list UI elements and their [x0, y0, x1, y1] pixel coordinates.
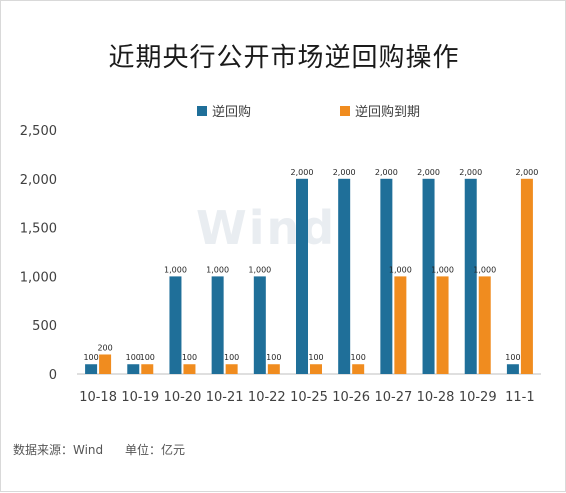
legend-item-maturity: 逆回购到期 — [340, 101, 420, 120]
data-label-repo: 1,000 — [164, 265, 187, 274]
y-tick-label: 500 — [32, 319, 57, 334]
legend-label-repo: 逆回购 — [212, 105, 252, 120]
data-label-maturity: 100 — [308, 353, 323, 362]
data-label-maturity: 1,000 — [431, 265, 454, 274]
chart-title: 近期央行公开市场逆回购操作 — [108, 43, 460, 73]
bar-maturity — [183, 364, 196, 374]
data-label-repo: 100 — [83, 353, 98, 362]
x-tick-label: 10-29 — [459, 390, 497, 405]
data-label-repo: 100 — [505, 353, 520, 362]
bar-repo — [169, 276, 182, 374]
data-label-maturity: 100 — [266, 353, 281, 362]
wind-watermark: Wind — [196, 201, 337, 255]
y-tick-label: 1,000 — [20, 270, 57, 285]
y-tick-label: 2,500 — [20, 124, 57, 139]
bar-repo — [338, 178, 351, 374]
x-tick-label: 10-25 — [290, 390, 328, 405]
data-label-repo: 2,000 — [375, 168, 398, 177]
data-label-maturity: 100 — [140, 353, 155, 362]
data-label-repo: 2,000 — [333, 168, 356, 177]
source-note: 数据来源：Wind 单位：亿元 — [13, 441, 203, 458]
bar-maturity — [225, 364, 238, 374]
legend-swatch-maturity — [340, 105, 350, 116]
bar-repo — [296, 178, 308, 374]
bar-repo — [422, 178, 435, 374]
bar-repo — [211, 276, 224, 374]
data-label-maturity: 100 — [224, 353, 239, 362]
x-tick-label: 10-21 — [206, 390, 244, 405]
bar-maturity — [352, 364, 365, 374]
x-tick-label: 10-18 — [79, 390, 117, 405]
data-label-maturity: 100 — [351, 353, 366, 362]
legend-swatch-repo — [197, 105, 207, 116]
bar-repo — [506, 364, 519, 374]
x-tick-label: 11-1 — [505, 390, 535, 405]
data-label-repo: 2,000 — [459, 168, 482, 177]
bar-repo — [380, 178, 393, 374]
bar-repo — [127, 364, 140, 374]
data-label-maturity: 2,000 — [515, 168, 538, 177]
bar-maturity — [310, 364, 322, 374]
data-label-repo: 2,000 — [417, 168, 440, 177]
bar-maturity — [520, 178, 533, 374]
y-tick-label: 2,000 — [20, 173, 57, 188]
bar-repo — [253, 276, 266, 374]
data-label-maturity: 1,000 — [389, 265, 412, 274]
bar-repo — [85, 364, 98, 374]
bar-maturity — [436, 276, 449, 374]
bar-maturity — [394, 276, 407, 374]
y-tick-label: 1,500 — [20, 222, 57, 237]
x-tick-label: 10-27 — [374, 390, 412, 405]
data-label-maturity: 100 — [182, 353, 197, 362]
bar-maturity — [99, 354, 112, 374]
legend-item-repo: 逆回购 — [197, 101, 251, 120]
x-tick-label: 10-28 — [417, 390, 455, 405]
legend-label-maturity: 逆回购到期 — [355, 105, 421, 120]
data-label-repo: 1,000 — [248, 265, 271, 274]
unit-label: 单位：亿元 — [125, 443, 186, 457]
bar-maturity — [141, 364, 154, 374]
y-tick-label: 0 — [49, 368, 57, 383]
bar-maturity — [267, 364, 280, 374]
data-label-repo: 100 — [126, 353, 141, 362]
data-label-repo: 2,000 — [291, 168, 314, 177]
bar-repo — [464, 178, 477, 374]
x-tick-label: 10-26 — [332, 390, 370, 405]
x-tick-label: 10-19 — [121, 390, 159, 405]
bar-maturity — [478, 276, 491, 374]
x-tick-label: 10-22 — [248, 390, 286, 405]
data-label-maturity: 1,000 — [473, 265, 496, 274]
data-label-repo: 1,000 — [206, 265, 229, 274]
source-label: 数据来源：Wind — [13, 443, 104, 457]
x-tick-label: 10-20 — [164, 390, 202, 405]
data-label-maturity: 200 — [97, 343, 112, 352]
